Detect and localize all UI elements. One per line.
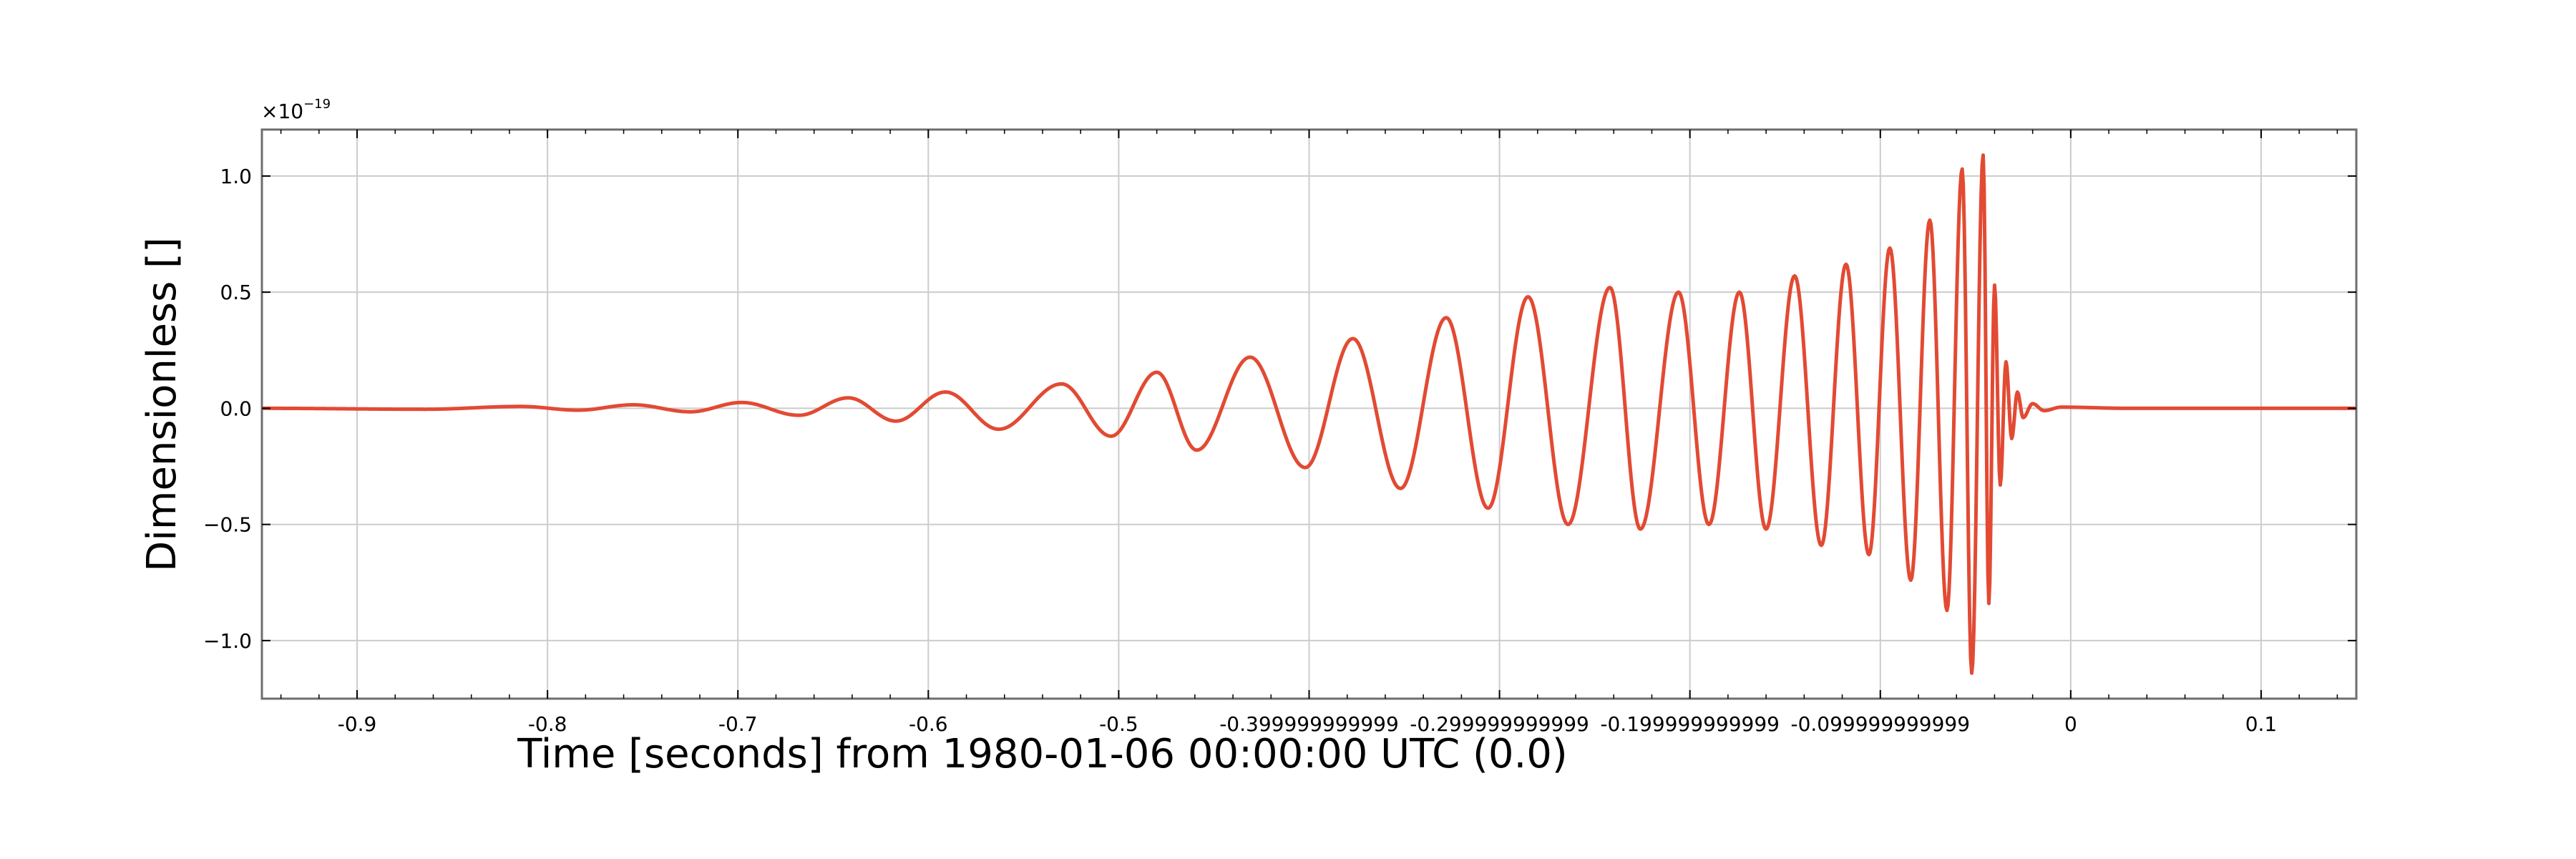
x-tick-label: 0.1 <box>2245 712 2278 736</box>
x-tick-label: -0.099999999999 <box>1790 712 1970 736</box>
x-tick-label: -0.6 <box>909 712 948 736</box>
y-tick-label: −1.0 <box>203 629 252 653</box>
y-tick-label: 0.0 <box>220 397 252 420</box>
x-axis-ticks: -0.9 -0.8 -0.7 -0.6 -0.5 -0.399999999999 -0.29… <box>280 130 2338 736</box>
x-tick-label: -0.7 <box>718 712 758 736</box>
waveform-line <box>261 153 2357 675</box>
x-tick-label: -0.299999999999 <box>1410 712 1589 736</box>
x-tick-label: -0.9 <box>338 712 377 736</box>
x-axis-label: Time [seconds] from 1980-01-06 00:00:00 … <box>517 731 1567 777</box>
y-axis-label: Dimensionless [] <box>139 237 185 572</box>
y-axis-offset-label: ×10−19 <box>261 97 331 123</box>
x-tick-label: -0.5 <box>1099 712 1138 736</box>
x-tick-label: 0 <box>2064 712 2077 736</box>
y-tick-label: −0.5 <box>203 513 252 537</box>
grid-lines <box>262 130 2356 699</box>
y-tick-label: 0.5 <box>220 281 252 304</box>
x-tick-label: -0.399999999999 <box>1219 712 1399 736</box>
x-tick-label: -0.8 <box>528 712 567 736</box>
y-tick-label: 1.0 <box>220 165 252 188</box>
waveform-series <box>261 153 2357 675</box>
x-tick-label: -0.199999999999 <box>1600 712 1780 736</box>
y-axis-ticks: 1.0 0.5 0.0 −0.5 −1.0 <box>203 165 2356 653</box>
